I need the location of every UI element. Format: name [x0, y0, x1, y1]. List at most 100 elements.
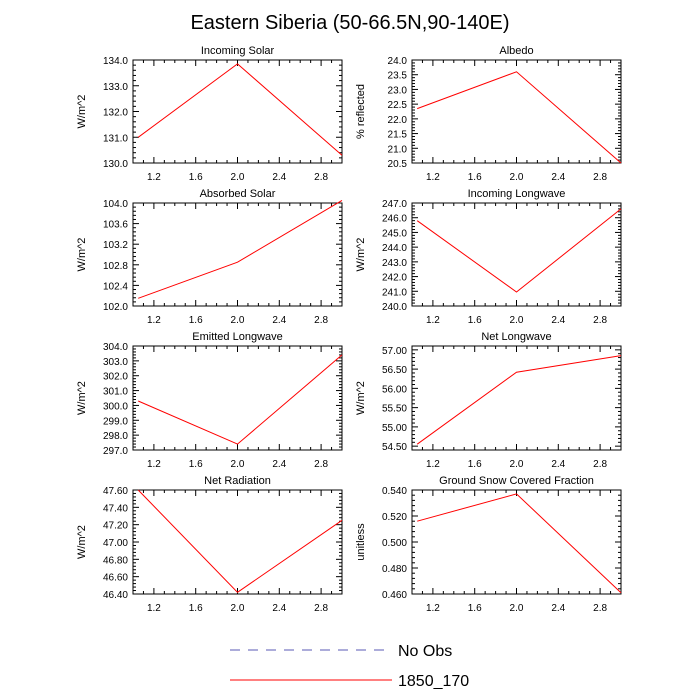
y-tick-label: 244.0: [382, 243, 407, 254]
plot-frame: [132, 59, 343, 164]
series-line-incoming-solar: [137, 63, 343, 156]
x-tick-label: 2.8: [593, 172, 607, 183]
legend-label-no-obs: No Obs: [398, 643, 452, 660]
x-tick-label: 2.4: [551, 459, 565, 470]
legend: No Obs 1850_170: [230, 643, 469, 690]
y-tick-label: 102.0: [103, 302, 128, 313]
panel-incoming-solar: Incoming Solar 1.2 1.6 2.0 2.4 2.8 130.0 131.0 1…: [76, 45, 343, 183]
y-axis-label: W/m^2: [76, 95, 88, 129]
series-line-emitted-longwave: [138, 354, 343, 445]
y-tick-label: 46.40: [103, 590, 128, 601]
y-tick-label: 0.540: [382, 486, 407, 497]
y-tick-label: 55.00: [382, 423, 407, 434]
y-tick-label: 57.00: [382, 346, 407, 357]
x-tick-label: 2.8: [314, 603, 328, 614]
plot-frame: [411, 345, 622, 451]
y-tick-label: 298.0: [103, 431, 128, 442]
x-tick-label: 2.0: [510, 315, 524, 326]
y-tick-label: 0.460: [382, 590, 407, 601]
x-tick-label: 2.8: [593, 459, 607, 470]
panel-title-emitted-longwave: Emitted Longwave: [192, 331, 283, 343]
y-tick-label: 54.50: [382, 442, 407, 453]
x-tick-label: 2.4: [551, 315, 565, 326]
y-tick-label: 132.0: [103, 108, 128, 119]
x-tick-label: 1.2: [147, 603, 161, 614]
x-tick-label: 2.0: [510, 603, 524, 614]
panel-title-absorbed-solar: Absorbed Solar: [200, 188, 276, 200]
y-tick-label: 102.4: [103, 281, 128, 292]
y-tick-label: 102.8: [103, 261, 128, 272]
panel-emitted-longwave: Emitted Longwave 1.2 1.6 2.0 2.4 2.8 297.0 298.…: [76, 331, 343, 470]
panel-title-albedo: Albedo: [499, 45, 533, 57]
plot-frame: [411, 59, 622, 164]
y-tick-label: 133.0: [103, 82, 128, 93]
x-tick-label: 1.6: [468, 603, 482, 614]
y-tick-label: 246.0: [382, 214, 407, 225]
y-tick-label: 21.5: [388, 130, 408, 141]
panel-net-radiation: Net Radiation 1.2 1.6 2.0 2.4 2.8 46.40 46.60 46…: [76, 475, 343, 614]
x-tick-label: 2.0: [231, 315, 245, 326]
y-tick-label: 303.0: [103, 357, 128, 368]
y-tick-label: 24.0: [388, 56, 408, 67]
y-tick-label: 240.0: [382, 302, 407, 313]
x-tick-label: 1.2: [147, 315, 161, 326]
x-tick-label: 2.4: [272, 172, 286, 183]
x-tick-label: 2.8: [314, 459, 328, 470]
series-line-net-radiation: [137, 489, 343, 593]
plot-frame: [132, 345, 343, 451]
x-tick-label: 1.2: [426, 459, 440, 470]
y-tick-label: 20.5: [388, 159, 408, 170]
x-tick-label: 1.2: [426, 315, 440, 326]
x-tick-label: 2.0: [510, 459, 524, 470]
series-line-ground-snow-covered-fraction: [417, 493, 622, 594]
y-tick-label: 47.20: [103, 521, 128, 532]
y-tick-label: 245.0: [382, 228, 407, 239]
x-tick-label: 2.0: [231, 172, 245, 183]
panel-title-incoming-solar: Incoming Solar: [201, 45, 275, 57]
x-tick-label: 1.6: [189, 315, 203, 326]
panel-title-net-radiation: Net Radiation: [204, 475, 271, 487]
y-tick-label: 130.0: [103, 159, 128, 170]
series-line-albedo: [417, 71, 622, 164]
y-tick-label: 104.0: [103, 199, 128, 210]
y-tick-label: 47.00: [103, 538, 128, 549]
x-tick-label: 2.4: [272, 315, 286, 326]
y-tick-label: 21.0: [388, 144, 408, 155]
y-tick-label: 47.40: [103, 503, 128, 514]
y-tick-label: 299.0: [103, 416, 128, 427]
panel-title-ground-snow-covered-fraction: Ground Snow Covered Fraction: [439, 475, 594, 487]
y-tick-label: 0.500: [382, 538, 407, 549]
y-tick-label: 23.5: [388, 71, 408, 82]
x-tick-label: 2.4: [551, 603, 565, 614]
x-tick-label: 1.6: [189, 459, 203, 470]
series-line-net-longwave: [416, 355, 622, 445]
y-tick-label: 131.0: [103, 133, 128, 144]
y-tick-label: 46.80: [103, 555, 128, 566]
y-tick-label: 56.00: [382, 384, 407, 395]
y-axis-label: % reflected: [355, 84, 367, 139]
y-tick-label: 47.60: [103, 486, 128, 497]
panel-incoming-longwave: Incoming Longwave 1.2 1.6 2.0 2.4 2.8 240.0 241…: [355, 188, 622, 326]
y-tick-label: 103.2: [103, 240, 128, 251]
y-axis-label: W/m^2: [76, 238, 88, 272]
panel-net-longwave: Net Longwave 1.2 1.6 2.0 2.4 2.8 54.50 55.00 55.…: [355, 331, 622, 470]
panel-title-incoming-longwave: Incoming Longwave: [468, 188, 566, 200]
panels-group: Incoming Solar 1.2 1.6 2.0 2.4 2.8 130.0 131.0 1…: [76, 45, 622, 614]
series-line-absorbed-solar: [138, 199, 343, 299]
x-tick-label: 1.2: [426, 172, 440, 183]
x-tick-label: 1.6: [468, 315, 482, 326]
series-line-incoming-longwave: [416, 208, 622, 293]
x-tick-label: 1.6: [468, 459, 482, 470]
y-tick-label: 302.0: [103, 372, 128, 383]
legend-label-1850-170: 1850_170: [398, 673, 469, 690]
y-axis-label: W/m^2: [355, 381, 367, 415]
figure-title: Eastern Siberia (50-66.5N,90-140E): [190, 12, 509, 34]
y-tick-label: 23.0: [388, 85, 408, 96]
y-axis-label: W/m^2: [355, 238, 367, 272]
x-tick-label: 1.2: [426, 603, 440, 614]
y-tick-label: 46.60: [103, 573, 128, 584]
x-tick-label: 2.0: [231, 459, 245, 470]
y-tick-label: 301.0: [103, 387, 128, 398]
y-tick-label: 0.520: [382, 512, 407, 523]
y-tick-label: 134.0: [103, 56, 128, 67]
